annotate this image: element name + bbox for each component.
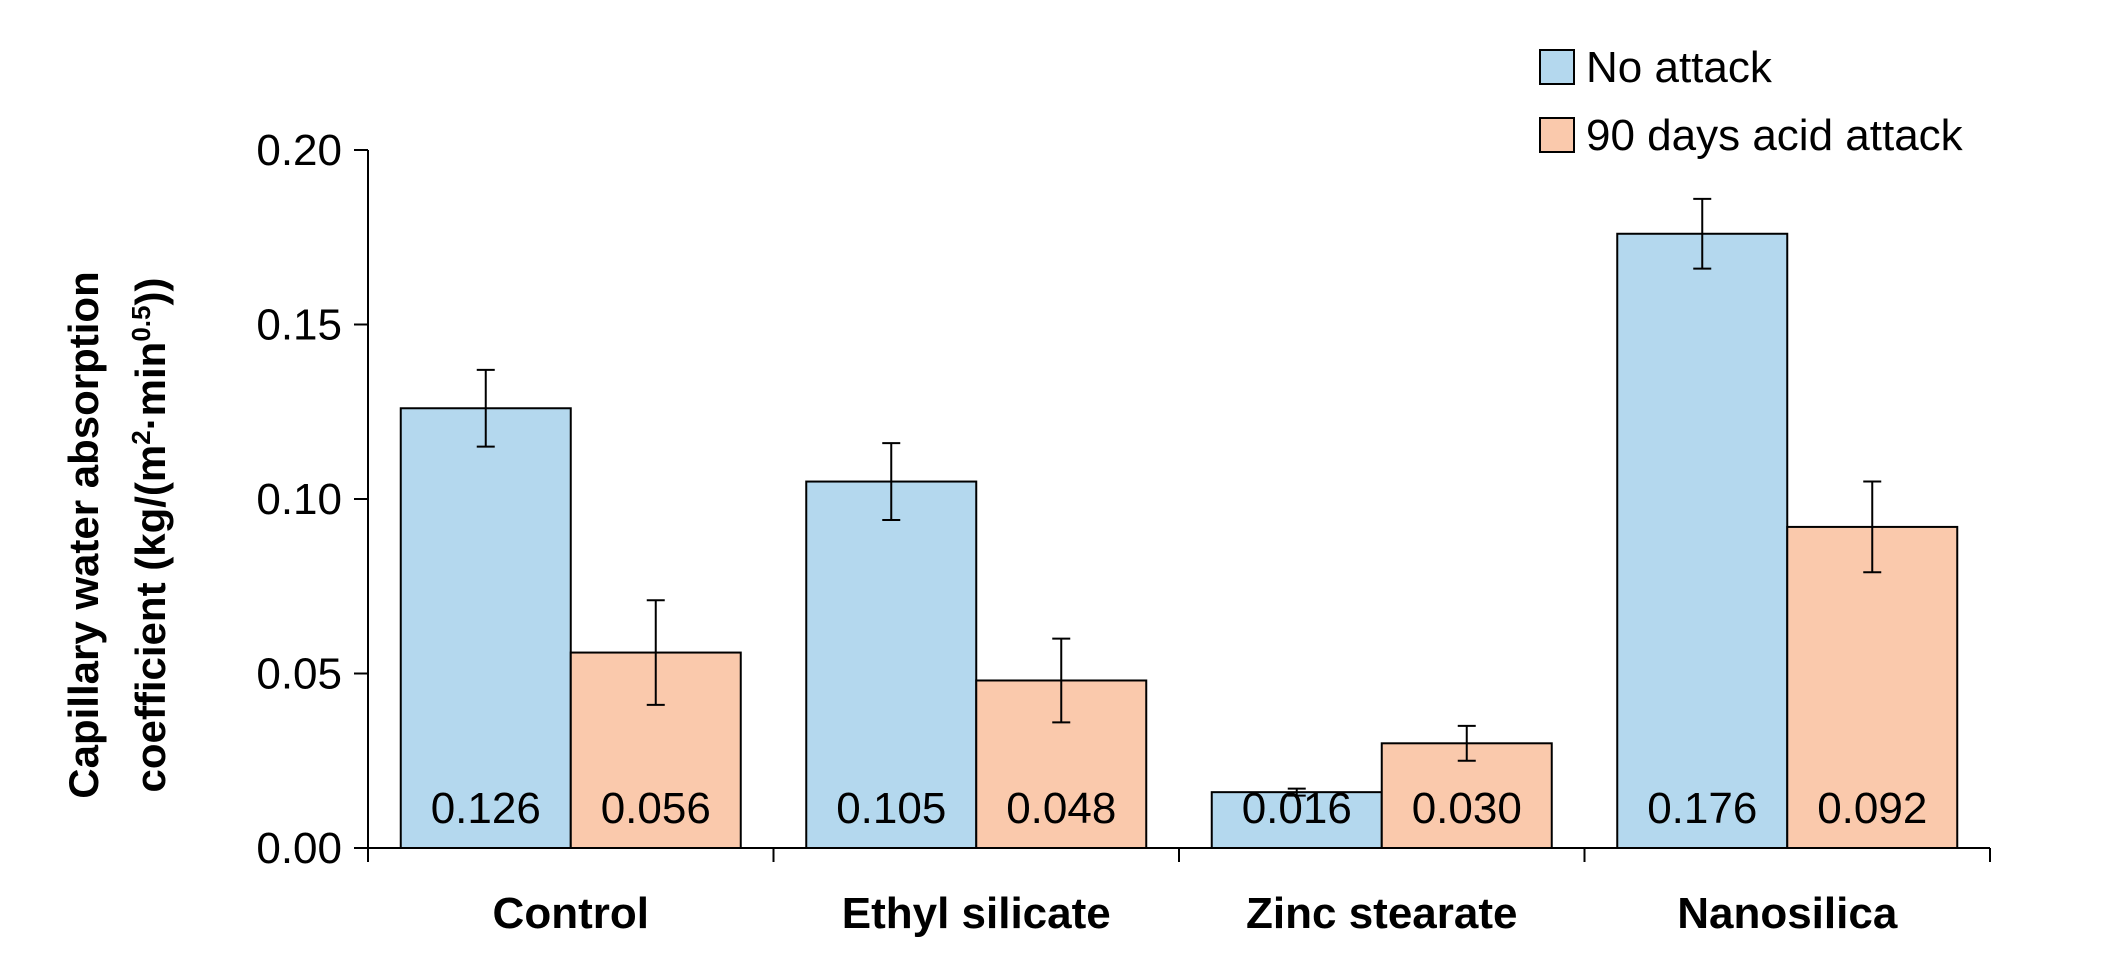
bar — [975, 679, 1148, 849]
legend-label: No attack — [1586, 43, 1773, 92]
x-category-label: Nanosilica — [1677, 889, 1898, 938]
data-label: 0.048 — [1006, 784, 1116, 833]
y-tick-label: 0.20 — [256, 126, 342, 175]
y-axis-label-mid: ·min — [127, 342, 174, 431]
legend-swatch — [1539, 49, 1575, 85]
data-label: 0.092 — [1817, 784, 1927, 833]
legend: No attack 90 days acid attack — [1539, 43, 1964, 160]
x-category-label: Zinc stearate — [1246, 889, 1517, 938]
bar — [1786, 525, 1959, 849]
bar — [399, 407, 572, 849]
data-label: 0.056 — [601, 784, 711, 833]
x-category-label: Control — [493, 889, 649, 938]
legend-label: 90 days acid attack — [1586, 111, 1964, 160]
data-label: 0.016 — [1242, 784, 1352, 833]
bar — [805, 480, 978, 849]
y-axis-label-sup2: 0.5 — [126, 305, 156, 341]
y-axis-label-sup1: 2 — [126, 430, 156, 444]
data-label: 0.176 — [1647, 784, 1757, 833]
y-tick-label: 0.10 — [256, 475, 342, 524]
y-axis-label-line1: Capillary water absorption — [60, 271, 107, 798]
bar — [1210, 791, 1383, 849]
data-label: 0.030 — [1412, 784, 1522, 833]
y-tick-label: 0.15 — [256, 301, 342, 350]
data-label: 0.105 — [836, 784, 946, 833]
legend-swatch — [1539, 117, 1575, 153]
y-axis-label: Capillary water absorption coefficient (… — [60, 271, 174, 798]
y-axis-label-line2: coefficient (kg/(m2·min0.5)) — [126, 278, 174, 793]
bars: 0.126 0.056 0.105 0.048 0.016 0.030 0.176 0.092 — [399, 197, 1959, 849]
y-tick-label: 0.00 — [256, 824, 342, 873]
y-axis-label-suffix: )) — [127, 278, 174, 306]
bar — [1616, 232, 1789, 849]
y-tick-label: 0.05 — [256, 650, 342, 699]
x-category-label: Ethyl silicate — [842, 889, 1111, 938]
data-label: 0.126 — [431, 784, 541, 833]
y-axis-label-prefix: coefficient (kg/(m — [127, 445, 174, 793]
